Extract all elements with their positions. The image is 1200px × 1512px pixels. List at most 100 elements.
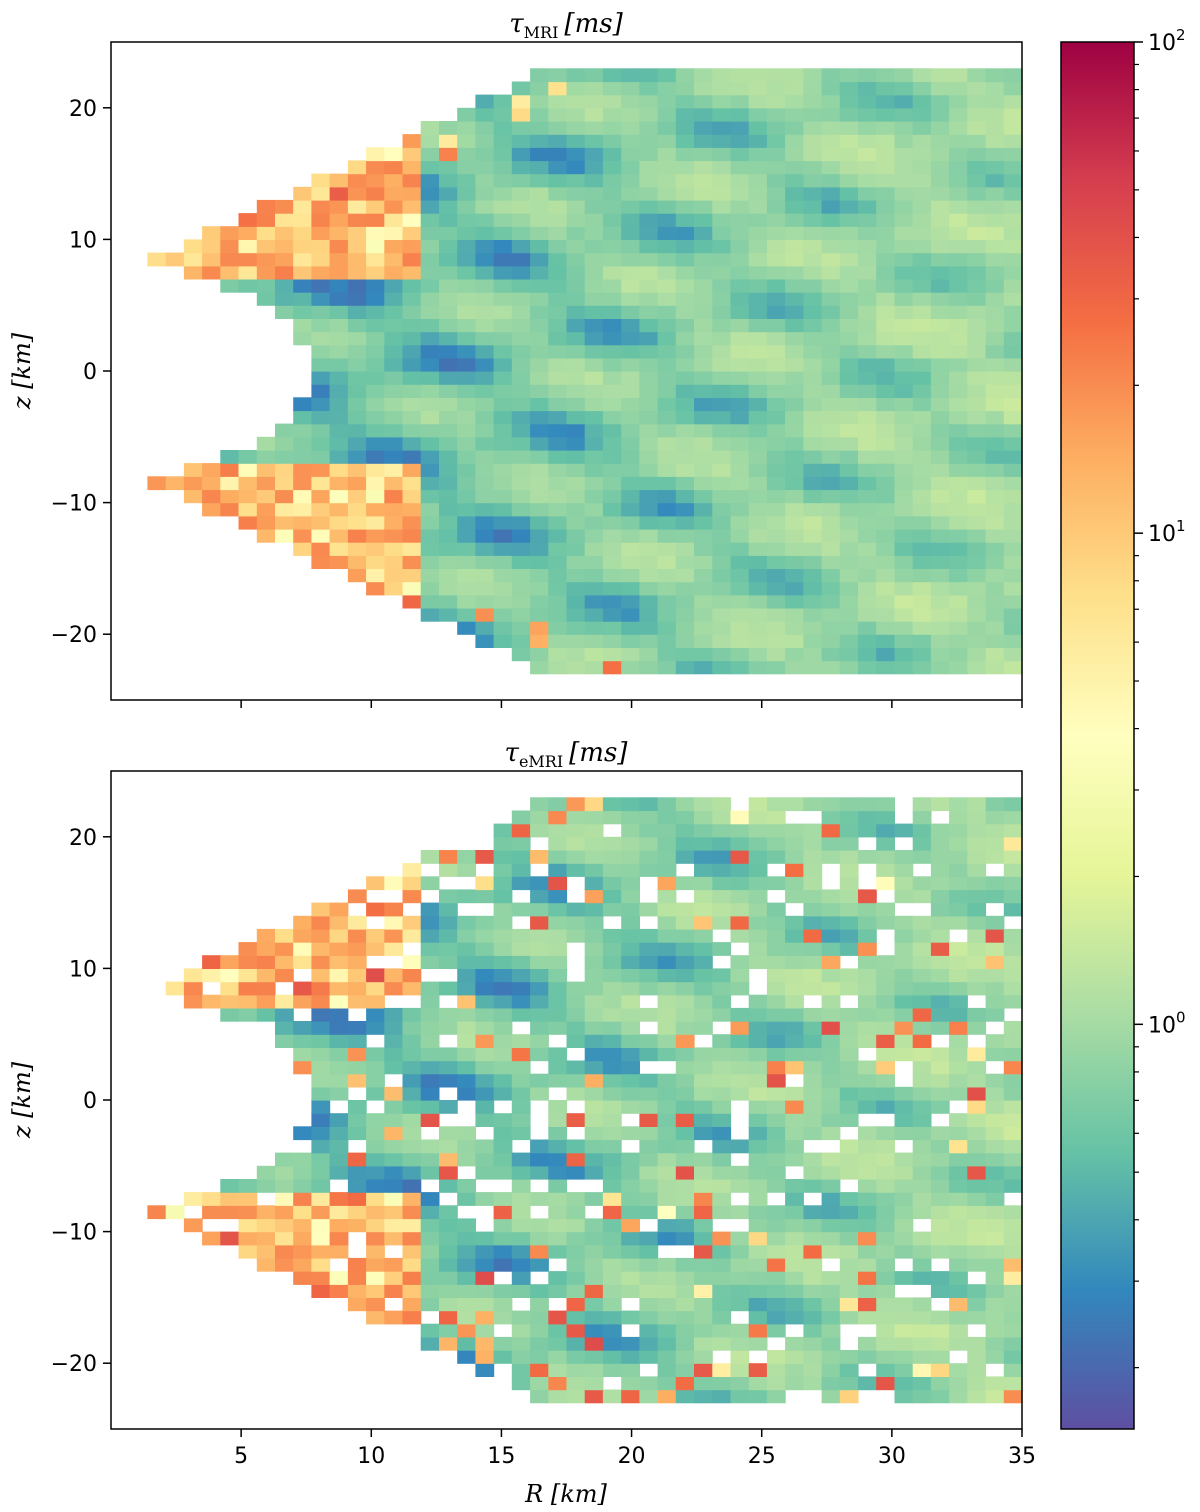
heatmap-cell <box>949 502 968 517</box>
heatmap-cell <box>894 1389 914 1404</box>
heatmap-cell <box>949 410 968 425</box>
heatmap-cell <box>803 515 823 530</box>
heatmap-cell <box>1003 1284 1023 1298</box>
heatmap-cell <box>712 305 732 319</box>
heatmap-cell <box>439 292 458 306</box>
heatmap-cell <box>821 199 841 214</box>
heatmap-cell <box>894 994 914 1009</box>
heatmap-cell <box>621 344 640 359</box>
heatmap-cell <box>493 568 513 583</box>
heatmap-cell <box>675 994 695 1009</box>
heatmap-cell <box>712 1073 732 1088</box>
heatmap-cell <box>1003 423 1023 438</box>
heatmap-cell <box>311 436 331 451</box>
heatmap-cell <box>329 502 349 517</box>
heatmap-cell <box>475 331 495 346</box>
heatmap-cell <box>420 1244 440 1259</box>
heatmap-cell <box>566 278 586 293</box>
heatmap-cell <box>748 1152 768 1167</box>
heatmap-cell <box>548 410 568 425</box>
heatmap-cell <box>329 186 349 201</box>
heatmap-cell <box>275 1231 294 1246</box>
heatmap-cell <box>730 81 750 96</box>
heatmap-cell <box>621 902 640 917</box>
heatmap-cell <box>566 1350 586 1364</box>
heatmap-cell <box>985 515 1005 530</box>
heatmap-cell <box>675 134 695 148</box>
heatmap-cell <box>475 384 495 398</box>
heatmap-cell <box>785 371 804 385</box>
heatmap-cell <box>530 68 549 83</box>
heatmap-cell <box>329 213 349 227</box>
heatmap-cell <box>475 121 495 135</box>
heatmap-cell <box>183 463 203 477</box>
heatmap-cell <box>238 213 258 227</box>
heatmap-cell <box>730 968 750 983</box>
heatmap-cell <box>657 915 677 930</box>
heatmap-cell <box>766 876 786 891</box>
heatmap-cell <box>457 344 476 359</box>
heatmap-cell <box>839 292 859 306</box>
heatmap-cell <box>420 607 440 622</box>
heatmap-cell <box>420 476 440 491</box>
heatmap-cell <box>930 81 950 96</box>
heatmap-cell <box>548 318 568 333</box>
heatmap-cell <box>657 1086 677 1101</box>
heatmap-cell <box>748 1389 768 1404</box>
heatmap-cell <box>566 397 586 412</box>
heatmap-cell <box>912 318 932 333</box>
heatmap-cell <box>439 278 458 293</box>
heatmap-cell <box>329 357 349 372</box>
heatmap-cell <box>748 199 768 214</box>
heatmap-cell <box>311 239 331 254</box>
heatmap-cell <box>621 555 640 569</box>
heatmap-cell <box>384 1139 404 1154</box>
heatmap-cell <box>566 634 586 648</box>
heatmap-cell <box>511 305 531 319</box>
heatmap-cell <box>329 1034 349 1048</box>
heatmap-cell <box>876 450 895 464</box>
heatmap-cell <box>621 1284 640 1298</box>
heatmap-cell <box>457 147 476 162</box>
heatmap-cell <box>530 318 549 333</box>
heatmap-cell <box>384 1007 404 1022</box>
heatmap-cell <box>1003 1257 1023 1272</box>
heatmap-cell <box>457 1073 476 1088</box>
heatmap-cell <box>548 797 568 812</box>
heatmap-cell <box>457 331 476 346</box>
heatmap-cell <box>493 1060 513 1075</box>
heatmap-cell <box>912 371 932 385</box>
heatmap-cell <box>275 1152 294 1167</box>
heatmap-cell <box>657 476 677 491</box>
heatmap-cell <box>657 305 677 319</box>
heatmap-cell <box>457 1086 476 1101</box>
heatmap-cell <box>530 1165 549 1180</box>
heatmap-cell <box>657 647 677 662</box>
heatmap-cell <box>584 81 604 96</box>
heatmap-cell <box>602 371 622 385</box>
heatmap-cell <box>256 528 276 543</box>
heatmap-cell <box>530 226 549 240</box>
heatmap-cell <box>766 955 786 969</box>
heatmap-cell <box>639 863 659 877</box>
heatmap-cell <box>876 994 895 1009</box>
heatmap-cell <box>511 252 531 267</box>
heatmap-cell <box>912 1060 932 1075</box>
heatmap-cell <box>275 213 294 227</box>
heatmap-cell <box>621 107 640 122</box>
heatmap-cell <box>912 1376 932 1391</box>
title-top-sub: MRI <box>524 23 559 42</box>
heatmap-cell <box>384 555 404 569</box>
heatmap-cell <box>985 436 1005 451</box>
heatmap-cell <box>730 121 750 135</box>
heatmap-cell <box>803 928 823 943</box>
heatmap-cell <box>402 1284 422 1298</box>
heatmap-cell <box>694 1113 713 1127</box>
heatmap-cell <box>803 1073 823 1088</box>
heatmap-cell <box>1003 876 1023 891</box>
heatmap-cell <box>639 265 659 280</box>
heatmap-cell <box>584 199 604 214</box>
heatmap-cell <box>183 252 203 267</box>
heatmap-cell <box>712 147 732 162</box>
